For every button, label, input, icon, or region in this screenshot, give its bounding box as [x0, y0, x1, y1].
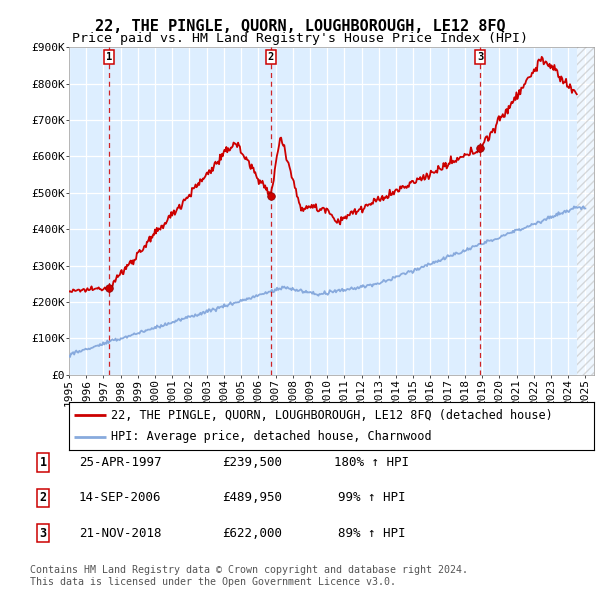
Text: 99% ↑ HPI: 99% ↑ HPI — [338, 491, 406, 504]
Text: 1: 1 — [40, 456, 47, 469]
Text: 14-SEP-2006: 14-SEP-2006 — [79, 491, 161, 504]
Text: 21-NOV-2018: 21-NOV-2018 — [79, 527, 161, 540]
Text: 180% ↑ HPI: 180% ↑ HPI — [335, 456, 409, 469]
Text: £489,950: £489,950 — [222, 491, 282, 504]
Text: 3: 3 — [40, 527, 47, 540]
Text: 22, THE PINGLE, QUORN, LOUGHBOROUGH, LE12 8FQ: 22, THE PINGLE, QUORN, LOUGHBOROUGH, LE1… — [95, 19, 505, 34]
Text: Contains HM Land Registry data © Crown copyright and database right 2024.
This d: Contains HM Land Registry data © Crown c… — [30, 565, 468, 587]
Text: 22, THE PINGLE, QUORN, LOUGHBOROUGH, LE12 8FQ (detached house): 22, THE PINGLE, QUORN, LOUGHBOROUGH, LE1… — [111, 409, 553, 422]
Text: 2: 2 — [40, 491, 47, 504]
Text: 2: 2 — [268, 52, 274, 62]
Text: 89% ↑ HPI: 89% ↑ HPI — [338, 527, 406, 540]
Text: HPI: Average price, detached house, Charnwood: HPI: Average price, detached house, Char… — [111, 430, 431, 443]
Text: £622,000: £622,000 — [222, 527, 282, 540]
Text: 25-APR-1997: 25-APR-1997 — [79, 456, 161, 469]
Text: 3: 3 — [477, 52, 484, 62]
Text: 1: 1 — [106, 52, 112, 62]
Text: Price paid vs. HM Land Registry's House Price Index (HPI): Price paid vs. HM Land Registry's House … — [72, 32, 528, 45]
Text: £239,500: £239,500 — [222, 456, 282, 469]
Bar — [577, 47, 594, 375]
